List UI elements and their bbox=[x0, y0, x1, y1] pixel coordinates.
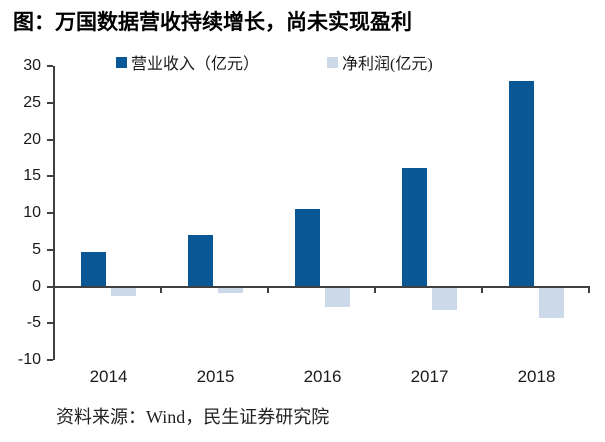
y-axis-tick bbox=[47, 212, 53, 214]
bar-revenue-2014 bbox=[81, 251, 106, 287]
y-axis-tick bbox=[47, 101, 53, 104]
x-axis-tick bbox=[588, 287, 590, 293]
bar-revenue-2015 bbox=[188, 235, 213, 287]
legend-item-net-profit: 净利润(亿元) bbox=[327, 53, 433, 73]
bar-net-profit-2014 bbox=[111, 286, 136, 297]
y-axis-tick bbox=[47, 138, 53, 141]
legend-swatch-net-profit bbox=[327, 56, 338, 68]
x-axis-tick bbox=[267, 287, 269, 293]
x-axis-label: 2014 bbox=[89, 367, 128, 386]
y-axis-tick bbox=[47, 359, 53, 361]
y-axis-label: 15 bbox=[23, 167, 41, 185]
y-axis-label: 25 bbox=[23, 93, 41, 111]
chart-legend: 营业收入（亿元） 净利润(亿元) bbox=[0, 53, 605, 73]
x-axis-label: 2018 bbox=[517, 367, 556, 386]
bar-revenue-2017 bbox=[402, 168, 427, 287]
x-axis-tick bbox=[374, 287, 376, 293]
y-axis-label: 5 bbox=[32, 240, 41, 258]
legend-label-revenue: 营业收入（亿元） bbox=[131, 56, 260, 73]
y-axis-label: 20 bbox=[23, 130, 41, 148]
bar-net-profit-2015 bbox=[218, 286, 243, 294]
x-axis-tick bbox=[481, 287, 483, 293]
y-axis-label: 10 bbox=[23, 204, 41, 221]
legend-label-net-profit: 净利润(亿元) bbox=[342, 56, 433, 73]
y-axis-tick bbox=[47, 285, 53, 288]
x-axis-label: 2016 bbox=[303, 367, 342, 386]
bar-net-profit-2018 bbox=[539, 286, 564, 319]
legend-item-revenue: 营业收入（亿元） bbox=[116, 53, 260, 73]
y-axis-tick bbox=[47, 322, 53, 325]
x-axis-label: 2015 bbox=[196, 367, 235, 386]
legend-swatch-revenue bbox=[116, 56, 127, 68]
y-axis-label: -5 bbox=[26, 314, 41, 332]
y-axis-tick bbox=[47, 248, 53, 251]
y-axis-label: 30 bbox=[23, 57, 41, 74]
source-note: 资料来源：Wind，民生证券研究院 bbox=[56, 407, 330, 427]
x-axis-line bbox=[55, 285, 590, 288]
bar-net-profit-2016 bbox=[325, 286, 350, 308]
x-axis-tick bbox=[160, 287, 162, 293]
bar-net-profit-2017 bbox=[432, 286, 457, 311]
x-axis-label: 2017 bbox=[410, 367, 449, 386]
y-axis-tick bbox=[47, 175, 53, 178]
y-axis-tick bbox=[47, 65, 53, 67]
bar-revenue-2016 bbox=[295, 209, 320, 287]
y-axis-label: 0 bbox=[32, 277, 41, 295]
bar-revenue-2018 bbox=[509, 81, 534, 287]
y-axis-label: -10 bbox=[17, 351, 41, 368]
y-axis-line bbox=[53, 66, 55, 360]
figure-title: 图：万国数据营收持续增长，尚未实现盈利 bbox=[13, 10, 412, 34]
